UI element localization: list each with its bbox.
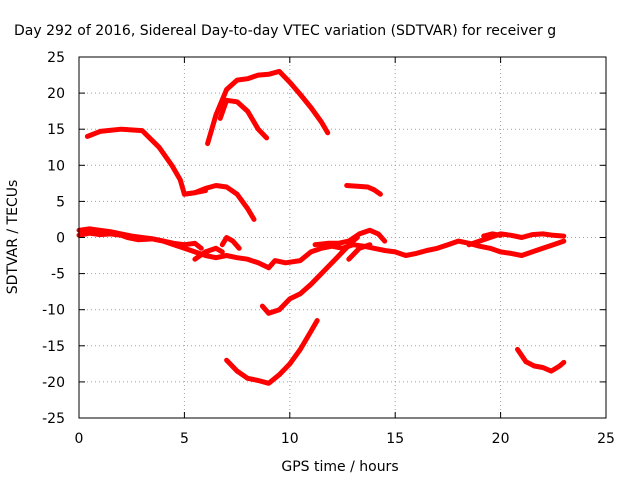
x-tick-label: 5 <box>180 431 189 447</box>
x-tick-label: 10 <box>281 431 299 447</box>
series-arc-8 <box>192 245 225 262</box>
series-arc-2 <box>181 183 257 222</box>
series-arc-7 <box>76 230 204 251</box>
chart-title: Day 292 of 2016, Sidereal Day-to-day VTE… <box>14 23 556 39</box>
y-tick-label: 5 <box>56 194 65 210</box>
series-arc-14 <box>466 231 567 248</box>
axes: 0 5 10 15 20 25 25 20 15 10 5 0 -5 -10 -15 -20 -25 <box>42 50 615 447</box>
series-arc-15 <box>481 231 504 239</box>
y-tick-label: 10 <box>47 158 65 174</box>
series-arc-3 <box>205 68 331 147</box>
series-arc-13 <box>224 318 320 386</box>
series-arc-1 <box>84 126 208 197</box>
x-tick-label: 25 <box>597 431 615 447</box>
series-arc-16 <box>515 346 567 374</box>
series-arc-12 <box>346 242 373 262</box>
x-tick-label: 0 <box>75 431 84 447</box>
y-tick-label: 25 <box>47 50 65 66</box>
y-tick-label: 15 <box>47 122 65 138</box>
y-tick-label: -20 <box>42 375 65 391</box>
x-tick-label: 20 <box>492 431 510 447</box>
y-tick-label: -25 <box>42 411 65 427</box>
series-arc-5 <box>344 183 383 197</box>
x-tick-label: 15 <box>386 431 404 447</box>
y-tick-label: -10 <box>42 303 65 319</box>
y-axis-title: SDTVAR / TECUs <box>5 180 21 295</box>
series-arc-9 <box>219 235 242 251</box>
series-layer <box>76 68 567 386</box>
x-axis-title: GPS time / hours <box>281 459 398 475</box>
y-tick-label: -5 <box>51 267 65 283</box>
series-arc-4 <box>217 97 270 141</box>
series-arc-11 <box>312 227 388 248</box>
y-tick-label: 0 <box>56 231 65 247</box>
y-tick-label: -15 <box>42 339 65 355</box>
series-arc-10 <box>259 235 360 316</box>
y-tick-label: 20 <box>47 86 65 102</box>
